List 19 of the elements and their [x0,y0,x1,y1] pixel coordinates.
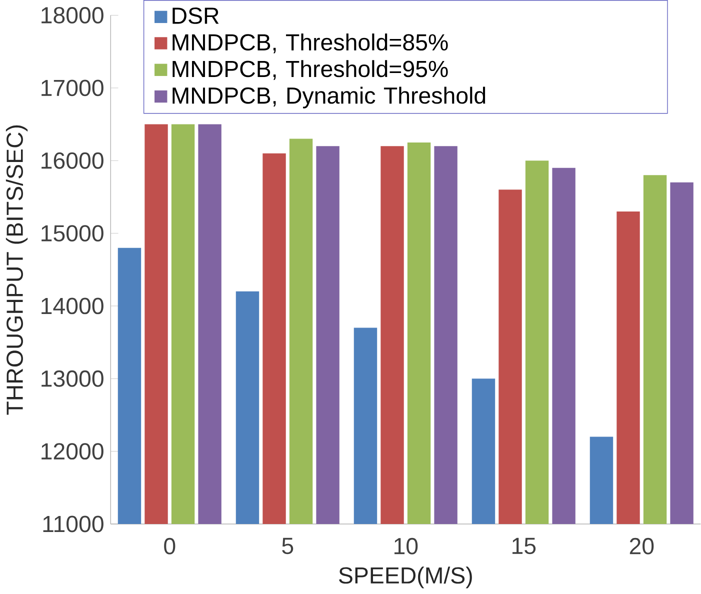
y-tick-label: 16000 [42,152,104,169]
y-tick-label: 17000 [42,80,104,96]
x-tick-label: 15 [512,538,536,554]
legend-label: DSR [172,7,219,24]
legend-label: MNDPCB, Dynamic Threshold [172,86,486,108]
x-tick-label: 10 [394,538,418,554]
x-tick-label: 5 [282,538,294,554]
y-tick-label: 11000 [43,516,104,532]
y-tick-label: 13000 [42,370,104,387]
x-axis-title: SPEED(M/S) [339,566,472,588]
legend-label: MNDPCB, Threshold=95% [172,60,448,80]
legend-label: MNDPCB, Threshold=85% [172,33,448,54]
y-tick-label: 12000 [42,443,104,460]
x-tick-label: 0 [164,538,176,554]
y-tick-label: 15000 [42,224,104,242]
x-tick-label: 20 [630,538,654,554]
y-axis-title: THROUGHPUT (BITS/SEC) [6,125,28,415]
y-tick-label: 14000 [42,298,104,314]
y-tick-label: 18000 [42,6,104,24]
